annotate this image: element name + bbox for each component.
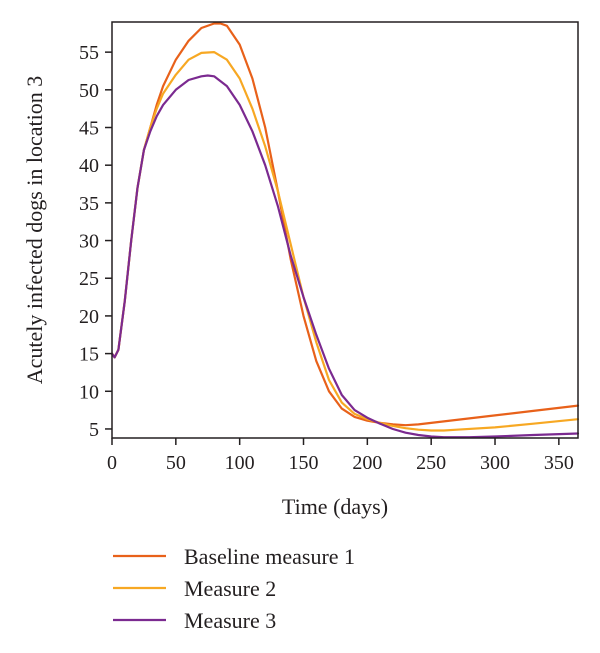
- legend-label-2: Measure 2: [184, 576, 276, 601]
- legend-label-3: Measure 3: [184, 608, 276, 633]
- x-axis-title: Time (days): [282, 494, 388, 519]
- plot-frame: [111, 21, 579, 439]
- y-tick-label: 10: [79, 381, 99, 403]
- legend: Baseline measure 1 Measure 2 Measure 3: [113, 544, 355, 633]
- y-tick-label: 50: [79, 80, 99, 102]
- y-tick-label: 20: [79, 306, 99, 328]
- x-tick-label: 100: [225, 452, 255, 474]
- series-lines: [110, 22, 580, 439]
- y-axis: 5 10 15 20 25 30 35 40 45 50 55: [79, 42, 112, 441]
- x-tick-label: 0: [107, 452, 117, 474]
- y-tick-label: 40: [79, 155, 99, 177]
- x-tick-label: 300: [480, 452, 510, 474]
- y-tick-label: 35: [79, 193, 99, 215]
- y-tick-label: 30: [79, 231, 99, 253]
- x-tick-label: 250: [416, 452, 446, 474]
- y-tick-label: 15: [79, 344, 99, 366]
- y-tick-label: 5: [89, 419, 99, 441]
- y-tick-label: 45: [79, 118, 99, 140]
- y-axis-title: Acutely infected dogs in location 3: [22, 76, 47, 385]
- y-tick-label: 55: [79, 42, 99, 64]
- series-line-2: [110, 51, 580, 432]
- x-tick-label: 350: [544, 452, 574, 474]
- legend-label-1: Baseline measure 1: [184, 544, 355, 569]
- x-tick-label: 200: [352, 452, 382, 474]
- x-tick-label: 50: [166, 452, 186, 474]
- y-tick-label: 25: [79, 268, 99, 290]
- series-line-3: [110, 74, 580, 439]
- x-tick-label: 150: [289, 452, 319, 474]
- x-axis: 0 50 100 150 200 250 300 350: [107, 438, 574, 474]
